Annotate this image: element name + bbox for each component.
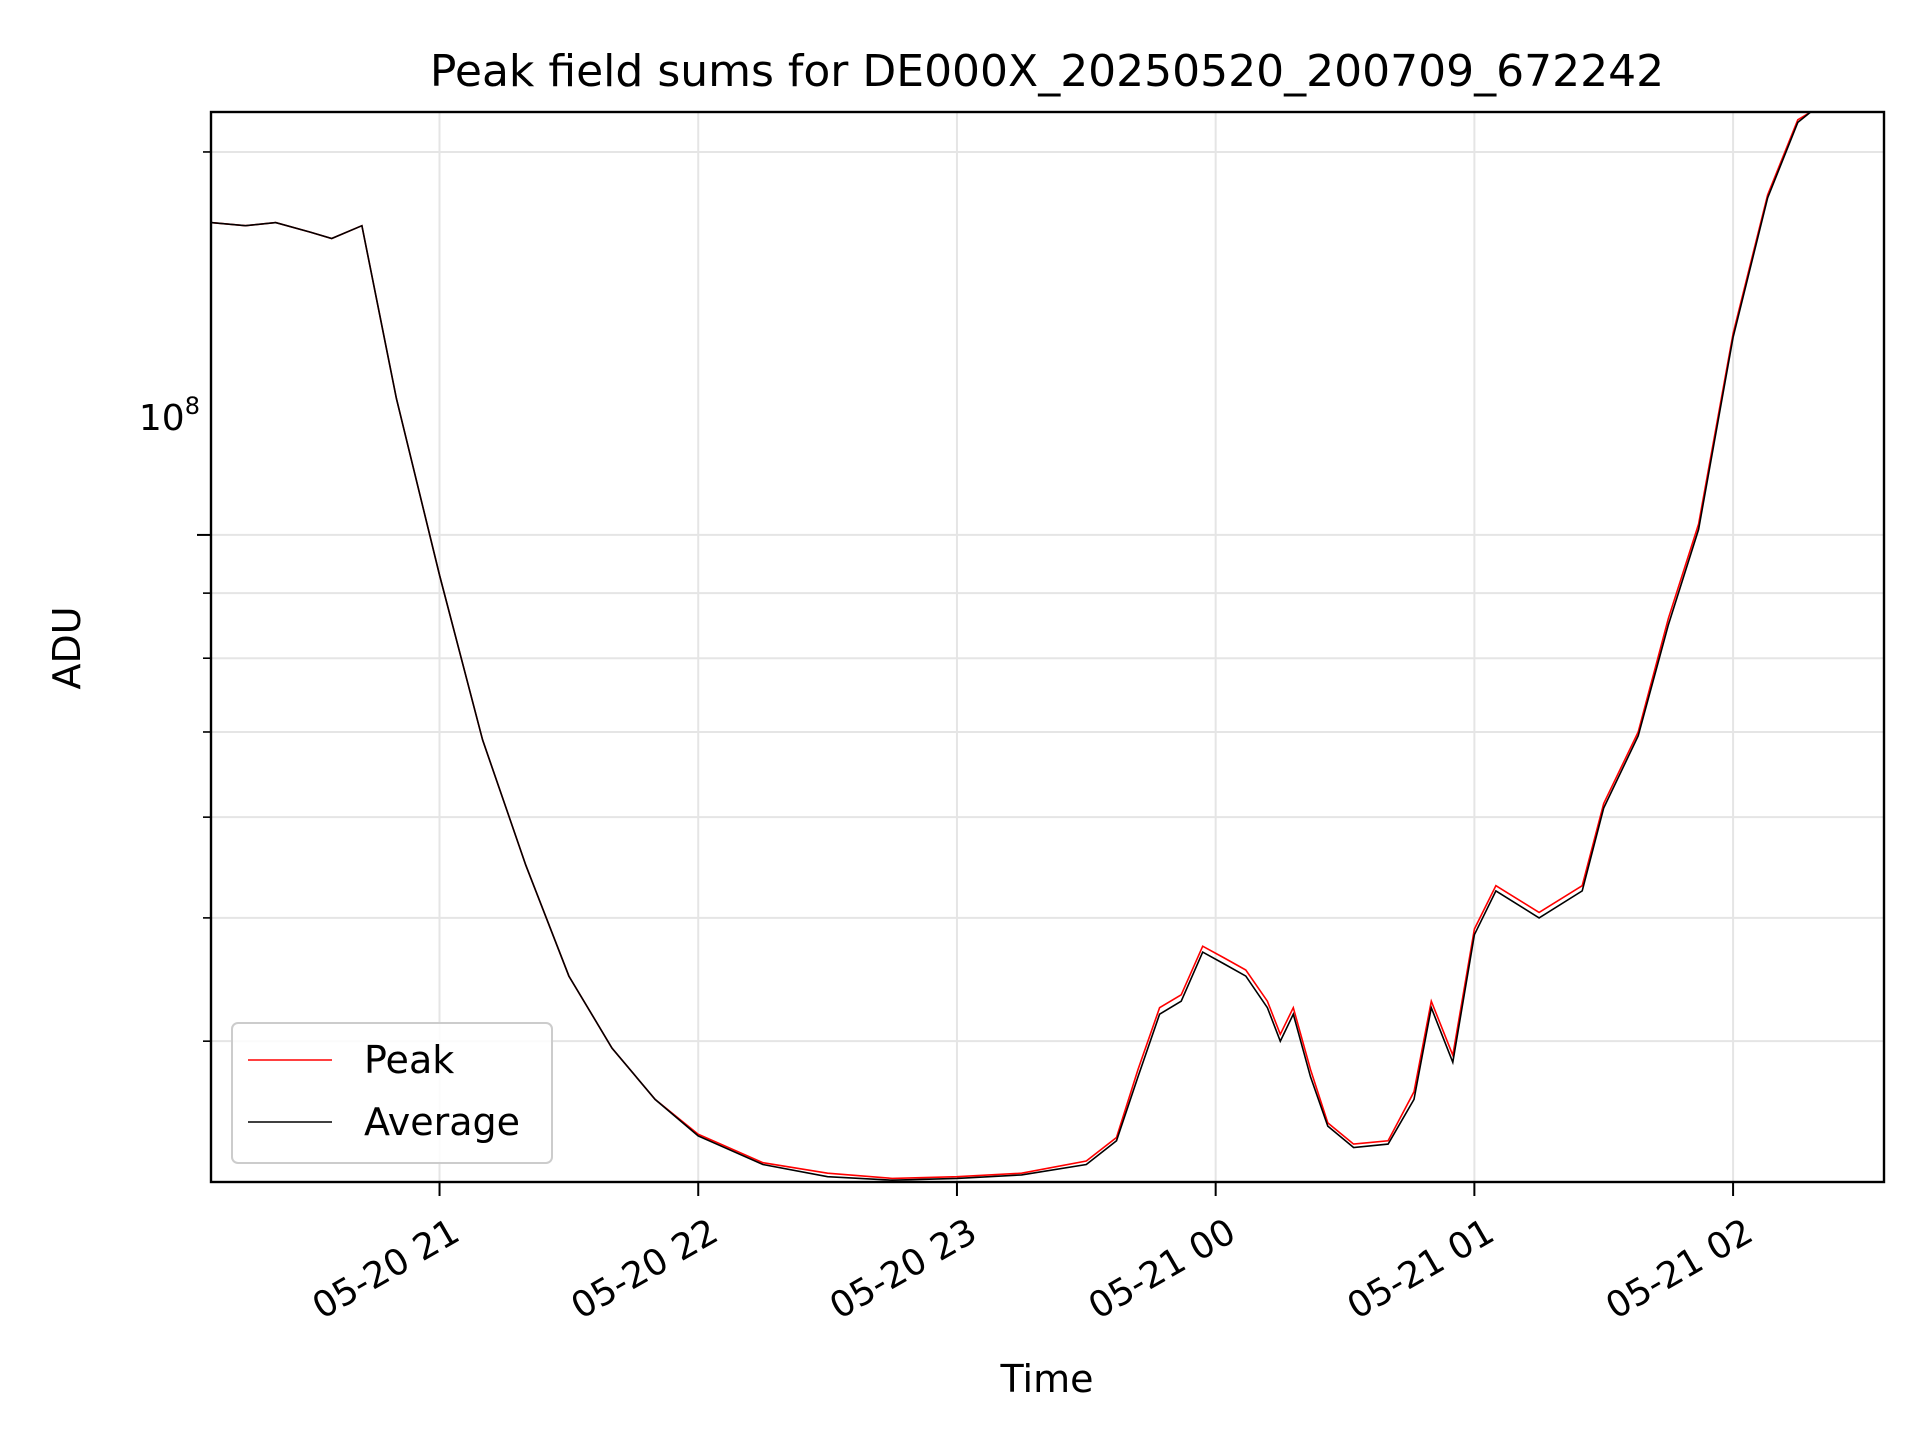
legend: Peak Average [231, 1022, 553, 1164]
legend-label-average: Average [364, 1100, 520, 1144]
y-axis-label: ADU [45, 606, 89, 689]
chart-title: Peak field sums for DE000X_20250520_2007… [430, 46, 1664, 97]
plot-frame [209, 110, 1886, 1184]
x-axis-label: Time [1000, 1357, 1094, 1401]
y-tick-label-1e8: 108 [139, 392, 200, 439]
legend-box [231, 1022, 553, 1164]
series-layer [211, 112, 1812, 1182]
series-line-average [211, 112, 1812, 1182]
legend-label-peak: Peak [364, 1038, 454, 1082]
